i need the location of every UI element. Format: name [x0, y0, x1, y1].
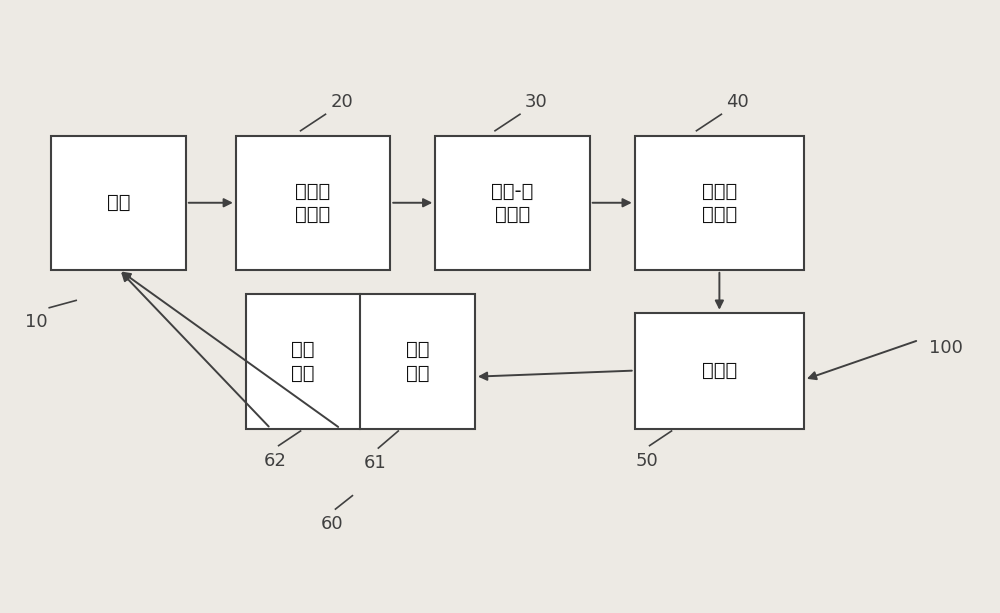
Text: 62: 62	[264, 452, 287, 470]
Text: 30: 30	[525, 93, 548, 111]
Text: 电源: 电源	[107, 193, 130, 212]
Text: 50: 50	[635, 452, 658, 470]
Bar	[435, 135, 590, 270]
Text: 测速: 测速	[406, 340, 429, 359]
Text: 10: 10	[25, 313, 48, 330]
Text: 单元: 单元	[291, 364, 315, 383]
Bar	[236, 135, 390, 270]
Bar	[51, 135, 186, 270]
Text: 压转换: 压转换	[495, 205, 530, 224]
Text: 大电路: 大电路	[702, 205, 737, 224]
Text: 滤波放: 滤波放	[702, 181, 737, 200]
Text: 60: 60	[321, 515, 344, 533]
Text: 40: 40	[726, 93, 749, 111]
Bar	[635, 135, 804, 270]
Text: 100: 100	[929, 339, 963, 357]
Text: 整形器: 整形器	[702, 361, 737, 380]
Text: 电流-电: 电流-电	[491, 181, 534, 200]
Text: 流电机: 流电机	[295, 205, 331, 224]
Text: 20: 20	[330, 93, 353, 111]
Text: 单元: 单元	[406, 364, 429, 383]
Text: 有刷直: 有刷直	[295, 181, 331, 200]
Bar	[635, 313, 804, 428]
Text: 调速: 调速	[291, 340, 315, 359]
Text: 61: 61	[364, 454, 387, 472]
Bar	[246, 294, 475, 428]
